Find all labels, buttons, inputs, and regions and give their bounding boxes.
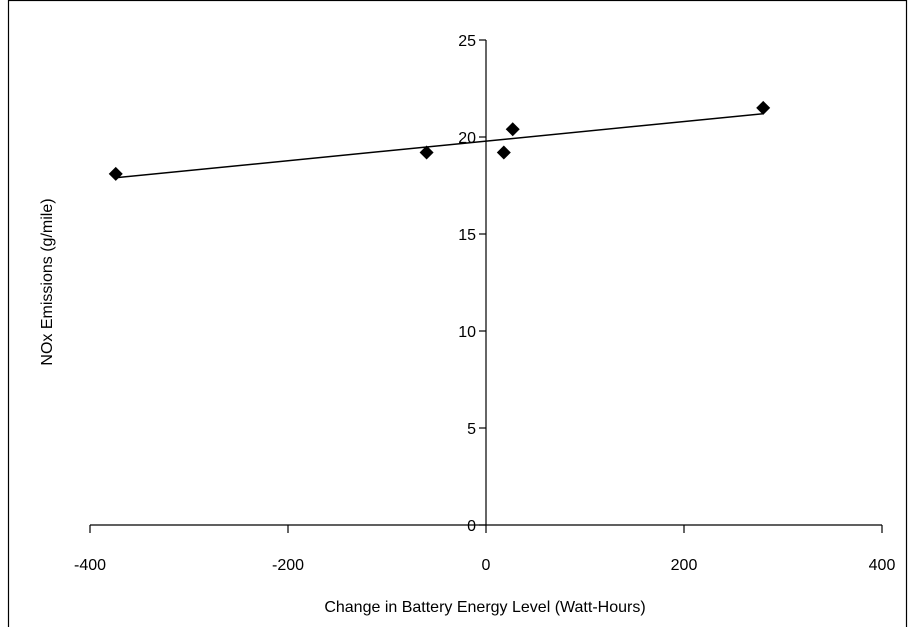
y-axis-ticks: 0 5 10 15 20 25 xyxy=(458,33,486,535)
y-tick-label: 15 xyxy=(458,227,476,244)
x-tick-label: -400 xyxy=(74,557,106,574)
x-tick-label: 200 xyxy=(671,557,698,574)
x-tick-label: 0 xyxy=(482,557,491,574)
y-tick-label: 20 xyxy=(458,130,476,147)
x-tick-label: 400 xyxy=(869,557,896,574)
y-tick-label: 5 xyxy=(467,421,476,438)
data-point xyxy=(756,100,771,115)
y-axis-title: NOx Emissions (g/mile) xyxy=(39,198,56,365)
x-tick-label: -200 xyxy=(272,557,304,574)
chart-border xyxy=(7,0,908,627)
data-point xyxy=(496,145,511,160)
y-tick-label: 25 xyxy=(458,33,476,50)
y-tick-label: 0 xyxy=(467,518,476,535)
x-axis-title: Change in Battery Energy Level (Watt-Hou… xyxy=(324,599,645,616)
data-point xyxy=(505,122,520,137)
data-point xyxy=(419,145,434,160)
trendline xyxy=(115,112,764,179)
data-point xyxy=(108,166,123,181)
x-axis-ticks: -400 -200 0 200 400 xyxy=(74,525,895,574)
data-points xyxy=(108,100,771,181)
y-tick-label: 10 xyxy=(458,324,476,341)
